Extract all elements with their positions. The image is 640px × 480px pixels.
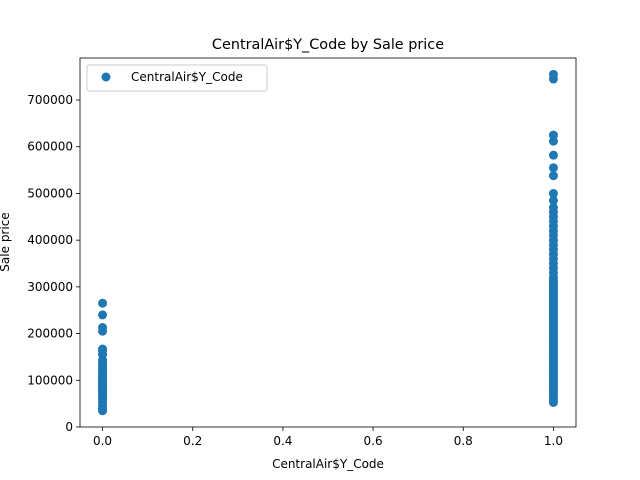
data-point xyxy=(548,195,558,205)
chart-title: CentralAir$Y_Code by Sale price xyxy=(212,37,444,53)
legend-label: CentralAir$Y_Code xyxy=(131,70,243,84)
x-tick-label: 0.2 xyxy=(183,434,202,448)
data-point xyxy=(98,310,108,320)
data-point xyxy=(548,150,558,160)
data-point xyxy=(548,171,558,181)
x-axis-label: CentralAir$Y_Code xyxy=(272,457,384,471)
x-tick-label: 0.4 xyxy=(273,434,292,448)
x-tick-label: 0.0 xyxy=(93,434,112,448)
y-tick-label: 500000 xyxy=(27,186,73,200)
data-point xyxy=(548,163,558,173)
legend: CentralAir$Y_Code xyxy=(86,64,268,92)
x-axis-ticks: 0.0 0.2 0.4 0.6 0.8 1.0 xyxy=(93,427,563,448)
y-tick-label: 400000 xyxy=(27,233,73,247)
legend-marker xyxy=(101,72,111,82)
data-point xyxy=(548,188,558,198)
y-tick-label: 100000 xyxy=(27,373,73,387)
legend-box xyxy=(86,64,268,92)
y-tick-label: 700000 xyxy=(27,93,73,107)
y-tick-label: 200000 xyxy=(27,327,73,341)
y-tick-label: 300000 xyxy=(27,280,73,294)
y-axis-ticks: 0 100000 200000 300000 400000 500000 600000 700… xyxy=(27,93,80,434)
data-points xyxy=(98,69,558,416)
data-point xyxy=(548,69,558,79)
x-tick-label: 0.8 xyxy=(454,434,473,448)
y-tick-label: 0 xyxy=(65,420,73,434)
data-point xyxy=(548,130,558,140)
y-tick-label: 600000 xyxy=(27,140,73,154)
data-point xyxy=(98,344,108,354)
data-point xyxy=(548,202,558,212)
data-point xyxy=(98,323,108,333)
y-axis-label: Sale price xyxy=(0,212,12,271)
x-tick-label: 0.6 xyxy=(364,434,383,448)
plot-frame xyxy=(79,57,577,428)
x-tick-label: 1.0 xyxy=(544,434,563,448)
data-point xyxy=(98,298,108,308)
